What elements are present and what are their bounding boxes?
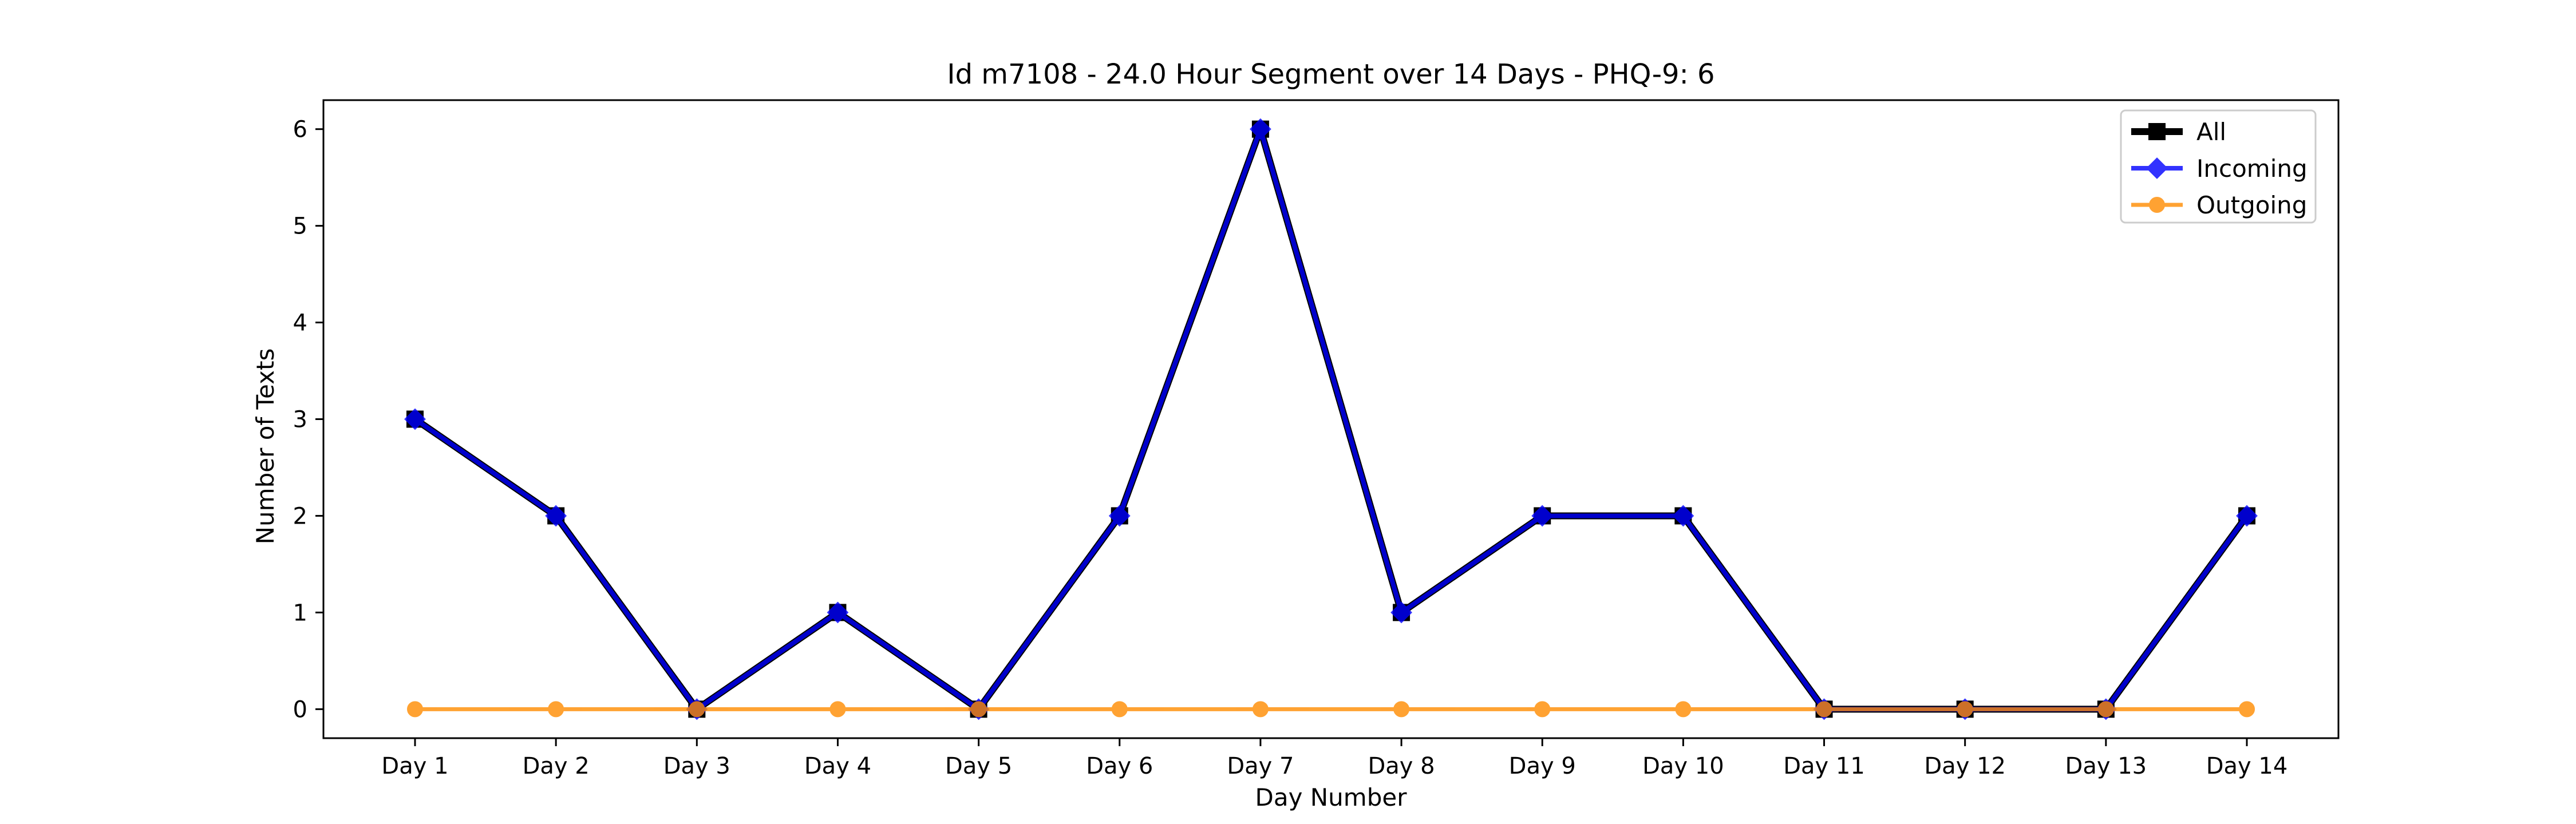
data-point-outgoing-6 xyxy=(1111,701,1128,718)
x-tick-label-8: Day 8 xyxy=(1368,753,1435,779)
x-tick-label-6: Day 6 xyxy=(1086,753,1153,779)
data-point-outgoing-14 xyxy=(2239,701,2255,718)
x-tick-label-2: Day 2 xyxy=(523,753,590,779)
legend-marker-incoming xyxy=(2146,157,2168,179)
legend-marker-outgoing xyxy=(2149,197,2165,213)
x-tick-label-3: Day 3 xyxy=(663,753,730,779)
x-tick-label-4: Day 4 xyxy=(804,753,871,779)
data-point-outgoing-11 xyxy=(1816,701,1832,718)
x-tick-label-5: Day 5 xyxy=(945,753,1012,779)
y-tick-label-1: 1 xyxy=(293,600,307,626)
data-point-outgoing-3 xyxy=(689,701,705,718)
y-tick-label-0: 0 xyxy=(293,696,307,723)
x-tick-label-1: Day 1 xyxy=(381,753,448,779)
data-point-incoming-9 xyxy=(1531,505,1554,527)
legend-label-incoming: Incoming xyxy=(2196,154,2308,183)
data-point-incoming-7 xyxy=(1250,118,1271,140)
plot-frame xyxy=(322,99,2340,739)
data-point-outgoing-12 xyxy=(1957,701,1973,718)
data-point-outgoing-8 xyxy=(1393,701,1410,718)
data-point-outgoing-1 xyxy=(407,701,423,718)
data-point-incoming-1 xyxy=(404,408,426,430)
x-tick-label-13: Day 13 xyxy=(2065,753,2147,779)
legend-label-outgoing: Outgoing xyxy=(2196,191,2307,219)
legend-swatch-outgoing xyxy=(2131,197,2183,213)
data-point-outgoing-10 xyxy=(1675,701,1692,718)
y-tick-label-2: 2 xyxy=(293,503,307,529)
data-point-incoming-6 xyxy=(1108,505,1131,527)
data-point-incoming-4 xyxy=(827,601,849,624)
data-point-outgoing-2 xyxy=(548,701,564,718)
data-point-incoming-8 xyxy=(1390,601,1412,624)
x-tick-label-11: Day 11 xyxy=(1783,753,1865,779)
data-point-outgoing-13 xyxy=(2097,701,2114,718)
data-point-outgoing-4 xyxy=(829,701,846,718)
y-tick-label-4: 4 xyxy=(293,310,307,336)
data-point-outgoing-9 xyxy=(1534,701,1551,718)
data-point-incoming-14 xyxy=(2236,505,2258,527)
x-tick-label-10: Day 10 xyxy=(1642,753,1724,779)
legend-label-all: All xyxy=(2196,118,2226,146)
y-tick-label-3: 3 xyxy=(293,407,307,433)
y-tick-label-5: 5 xyxy=(293,213,307,240)
x-tick-label-7: Day 7 xyxy=(1227,753,1294,779)
x-axis-label: Day Number xyxy=(1255,783,1407,811)
y-axis-label: Number of Texts xyxy=(251,348,279,545)
x-tick-label-12: Day 12 xyxy=(1924,753,2006,779)
legend-swatch-incoming xyxy=(2131,157,2183,179)
series-outgoing xyxy=(407,701,2255,718)
data-point-incoming-10 xyxy=(1672,505,1694,527)
legend-box xyxy=(2120,109,2317,224)
chart-title: Id m7108 - 24.0 Hour Segment over 14 Day… xyxy=(947,58,1714,90)
x-tick-label-14: Day 14 xyxy=(2206,753,2288,779)
legend-swatch-all xyxy=(2131,123,2183,140)
y-tick-label-6: 6 xyxy=(293,117,307,143)
legend: All Incoming Outgoing xyxy=(2120,109,2317,224)
data-point-outgoing-7 xyxy=(1252,701,1269,718)
plot-area: Day 1 Day 2 Day 3 Day 4 Day 5 Day 6 Day 7 Day 8… xyxy=(293,117,2288,779)
data-point-outgoing-5 xyxy=(970,701,987,718)
legend-marker-all xyxy=(2148,123,2166,140)
x-tick-label-9: Day 9 xyxy=(1509,753,1576,779)
data-point-incoming-2 xyxy=(545,505,567,527)
